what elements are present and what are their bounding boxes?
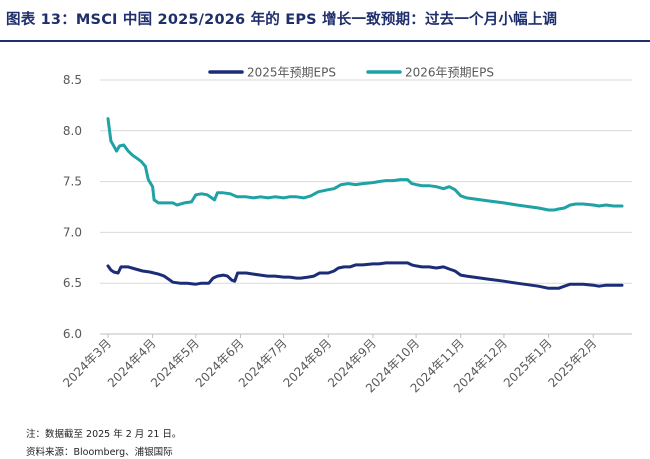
footnote-source: 资料来源：Bloomberg、浦银国际 [26,447,173,458]
legend-label-1: 2025年预期EPS [247,66,336,80]
y-tick-label: 8.5 [63,73,82,87]
x-tick-label: 2025年2月 [545,336,599,390]
y-tick-label: 6.0 [63,327,82,341]
figure-title: 图表 13：MSCI 中国 2025/2026 年的 EPS 增长一致预期：过去… [6,12,558,28]
y-tick-label: 7.0 [63,225,82,239]
figure-header: 图表 13：MSCI 中国 2025/2026 年的 EPS 增长一致预期：过去… [0,0,650,38]
series-line-2 [106,117,624,212]
y-tick-label: 6.5 [63,276,82,290]
eps-line-chart: 6.06.57.07.58.08.52024年3月2024年4月2024年5月2… [60,66,632,395]
y-tick-label: 8.0 [63,124,82,138]
series-line-1 [106,261,624,290]
legend-label-2: 2026年预期EPS [405,66,494,80]
footnote-note: 注：数据截至 2025 年 2 月 21 日。 [26,429,182,440]
title-divider [0,40,650,42]
y-tick-label: 7.5 [63,175,82,189]
